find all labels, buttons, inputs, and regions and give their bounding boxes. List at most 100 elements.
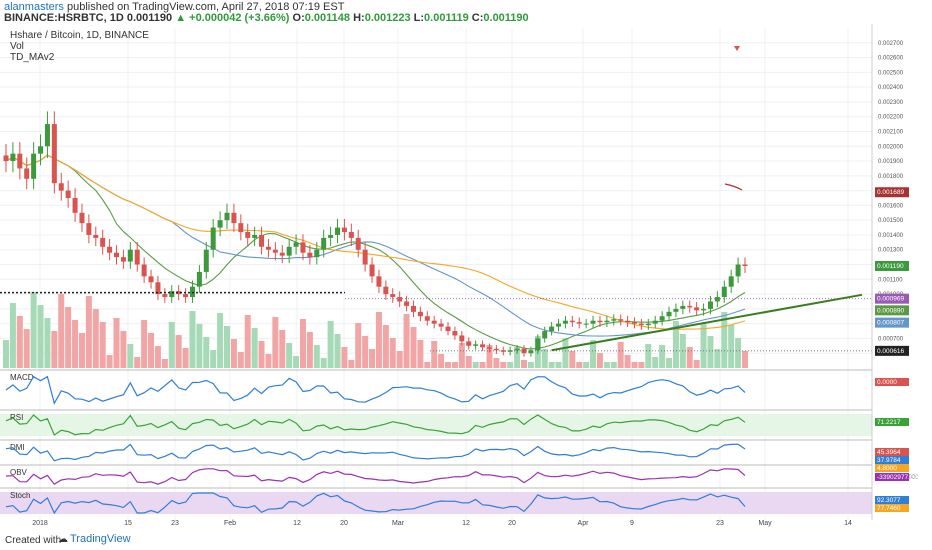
candle-body bbox=[459, 335, 465, 342]
y-tick-label: 0.001300 bbox=[878, 248, 904, 254]
candle-body bbox=[183, 294, 189, 298]
candle-body bbox=[224, 212, 230, 221]
volume-bar bbox=[78, 333, 85, 368]
pane-value-label: 37.9784 bbox=[877, 457, 901, 464]
pane-value-box bbox=[875, 448, 909, 456]
x-tick-label: 20 bbox=[340, 520, 348, 527]
volume-bar bbox=[742, 351, 748, 368]
candle-body bbox=[404, 301, 410, 306]
volume-bar bbox=[735, 338, 742, 368]
volume-bar bbox=[348, 360, 355, 368]
volume-bar bbox=[230, 339, 237, 368]
volume-bar bbox=[472, 362, 479, 368]
pane-value-label: 45.3964 bbox=[877, 449, 901, 456]
volume-bar bbox=[389, 338, 396, 368]
candle-body bbox=[127, 249, 133, 262]
candle-body bbox=[742, 264, 748, 266]
volume-bar bbox=[514, 347, 521, 368]
pane-value-box bbox=[875, 418, 909, 426]
candle-body bbox=[10, 153, 16, 162]
candle-body bbox=[735, 264, 741, 277]
volume-bar bbox=[728, 325, 735, 368]
candle-body bbox=[314, 249, 320, 258]
volume-bar bbox=[659, 345, 666, 368]
candle-body bbox=[631, 322, 637, 324]
pane-value-box bbox=[875, 464, 909, 472]
candle-body bbox=[618, 319, 624, 321]
volume-bar bbox=[396, 351, 403, 368]
chart-canvas[interactable]: MACD RSI DMI OBV Stoch 0.002700 0.002600 0.002… bbox=[0, 0, 932, 530]
volume-bar bbox=[37, 305, 44, 368]
candle-body bbox=[597, 320, 603, 323]
candle-body bbox=[452, 331, 458, 336]
volume-bar bbox=[134, 357, 141, 368]
y-tick-label: 0.002200 bbox=[878, 115, 904, 121]
x-tick-label: 12 bbox=[293, 520, 301, 527]
created-with-label: Created with bbox=[5, 535, 62, 546]
candle-body bbox=[383, 286, 389, 295]
volume-bar bbox=[182, 348, 189, 368]
volume-bar bbox=[85, 296, 92, 368]
y-tick-label: 0.002600 bbox=[878, 56, 904, 62]
chart-legend: Hshare / Bitcoin, 1D, BINANCE Vol TD_MAv… bbox=[10, 30, 149, 63]
volume-bar bbox=[127, 344, 134, 368]
volume-bar bbox=[438, 354, 445, 368]
indicator-line bbox=[5, 468, 746, 485]
candle-body bbox=[625, 320, 631, 323]
low-value: 0.001119 bbox=[424, 12, 469, 24]
pane-value-label: -33902977.3400 bbox=[877, 474, 925, 481]
candle-body bbox=[583, 323, 589, 325]
volume-bar bbox=[203, 337, 210, 368]
pane-title: DMI bbox=[10, 443, 25, 452]
y-tick-label: 0.002700 bbox=[878, 41, 904, 47]
volume-bar bbox=[652, 357, 659, 368]
volume-bar bbox=[583, 362, 590, 368]
volume-bar bbox=[507, 362, 514, 368]
candle-body bbox=[245, 232, 251, 238]
volume-bar bbox=[707, 336, 714, 368]
candle-body bbox=[486, 347, 492, 349]
candle-body bbox=[590, 320, 596, 324]
volume-bar bbox=[417, 340, 424, 368]
tradingview-logo[interactable]: ☁ TradingView bbox=[58, 533, 131, 545]
candle-body bbox=[44, 124, 50, 147]
price-label: 0.001190 bbox=[877, 263, 904, 270]
pane-band bbox=[0, 492, 872, 514]
candle-body bbox=[58, 183, 64, 191]
last-price: 0.001190 bbox=[126, 12, 173, 24]
author-link[interactable]: alanmasters bbox=[4, 1, 64, 13]
candle-body bbox=[162, 294, 168, 298]
candle-body bbox=[107, 246, 113, 253]
volume-bar bbox=[424, 362, 431, 368]
indicator-line bbox=[5, 414, 746, 436]
volume-bar bbox=[465, 356, 472, 368]
volume-bar bbox=[224, 326, 231, 368]
volume-bar bbox=[638, 362, 645, 368]
volume-bar bbox=[113, 318, 120, 368]
volume-bar bbox=[500, 362, 507, 368]
candle-body bbox=[701, 308, 707, 311]
candle-body bbox=[466, 341, 472, 346]
x-tick-label: 20 bbox=[508, 520, 516, 527]
candle-body bbox=[659, 316, 665, 321]
y-tick-label: 0.001800 bbox=[878, 174, 904, 180]
ma-orange-line bbox=[5, 154, 746, 330]
candle-body bbox=[611, 319, 617, 321]
candle-body bbox=[500, 350, 506, 352]
candle-body bbox=[673, 308, 679, 312]
pane-value-box bbox=[875, 504, 909, 512]
chart-header: alanmasters published on TradingView.com… bbox=[0, 0, 932, 24]
candle-body bbox=[390, 294, 396, 298]
candle-body bbox=[680, 305, 686, 309]
candle-body bbox=[728, 276, 734, 287]
pane-value-box bbox=[875, 473, 909, 481]
pane-value-box bbox=[875, 456, 909, 464]
y-tick-label: 0.001600 bbox=[878, 203, 904, 209]
candle-body bbox=[431, 320, 437, 324]
volume-bar bbox=[51, 331, 58, 368]
price-change: ▲ +0.000042 (+3.66%) bbox=[175, 12, 290, 24]
pane-title: OBV bbox=[10, 468, 28, 477]
pane-value-label: 0.0000 bbox=[877, 379, 897, 386]
y-tick-label: 0.002500 bbox=[878, 70, 904, 76]
volume-bar bbox=[16, 316, 23, 368]
